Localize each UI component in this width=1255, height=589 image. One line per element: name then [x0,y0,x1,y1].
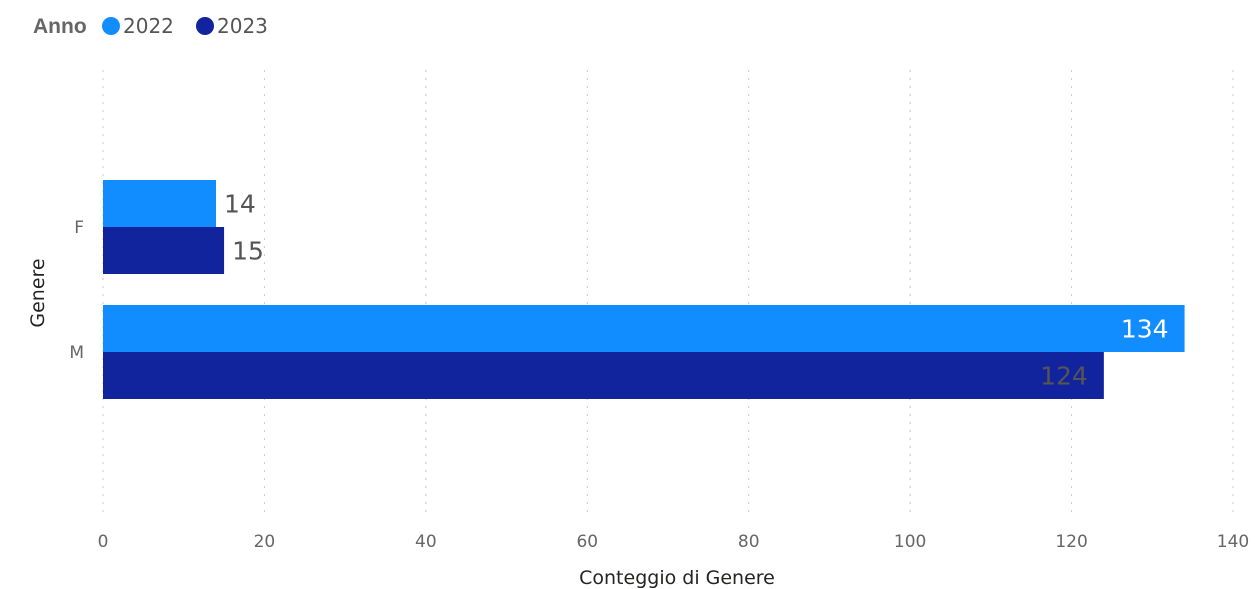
data-label-M-2022: 134 [1121,315,1169,344]
legend-item-2023[interactable]: 2023 [196,14,268,38]
bar-F-2023[interactable] [103,227,224,274]
legend: Anno 2022 2023 [33,14,268,38]
legend-title: Anno [33,15,87,38]
data-label-F-2022: 14 [224,190,256,219]
x-tick-label-100: 100 [894,532,926,552]
bar-M-2022[interactable] [103,305,1185,352]
y-axis-categories: FM [69,218,84,363]
x-tick-label-140: 140 [1217,532,1249,552]
bars [103,180,1185,399]
x-tick-label-40: 40 [415,532,437,552]
x-tick-label-20: 20 [254,532,276,552]
bar-M-2023[interactable] [103,352,1104,399]
gridlines [103,70,1233,512]
y-axis-title: Genere [27,258,49,327]
legend-marker-2022 [102,17,120,35]
x-tick-label-60: 60 [576,532,598,552]
data-label-M-2023: 124 [1040,362,1088,391]
legend-item-2022[interactable]: 2022 [102,14,174,38]
legend-label-2023: 2023 [217,14,268,38]
legend-label-2022: 2022 [123,14,174,38]
x-tick-label-120: 120 [1055,532,1087,552]
x-tick-label-0: 0 [98,532,109,552]
category-label-M: M [69,343,84,363]
x-axis-ticks: 0 20 40 60 80 100 120 140 [98,532,1250,552]
legend-marker-2023 [196,17,214,35]
x-axis-title: Conteggio di Genere [579,567,775,589]
bar-F-2022[interactable] [103,180,216,227]
category-label-F: F [74,218,84,238]
x-tick-label-80: 80 [738,532,760,552]
data-label-F-2023: 15 [232,237,264,266]
